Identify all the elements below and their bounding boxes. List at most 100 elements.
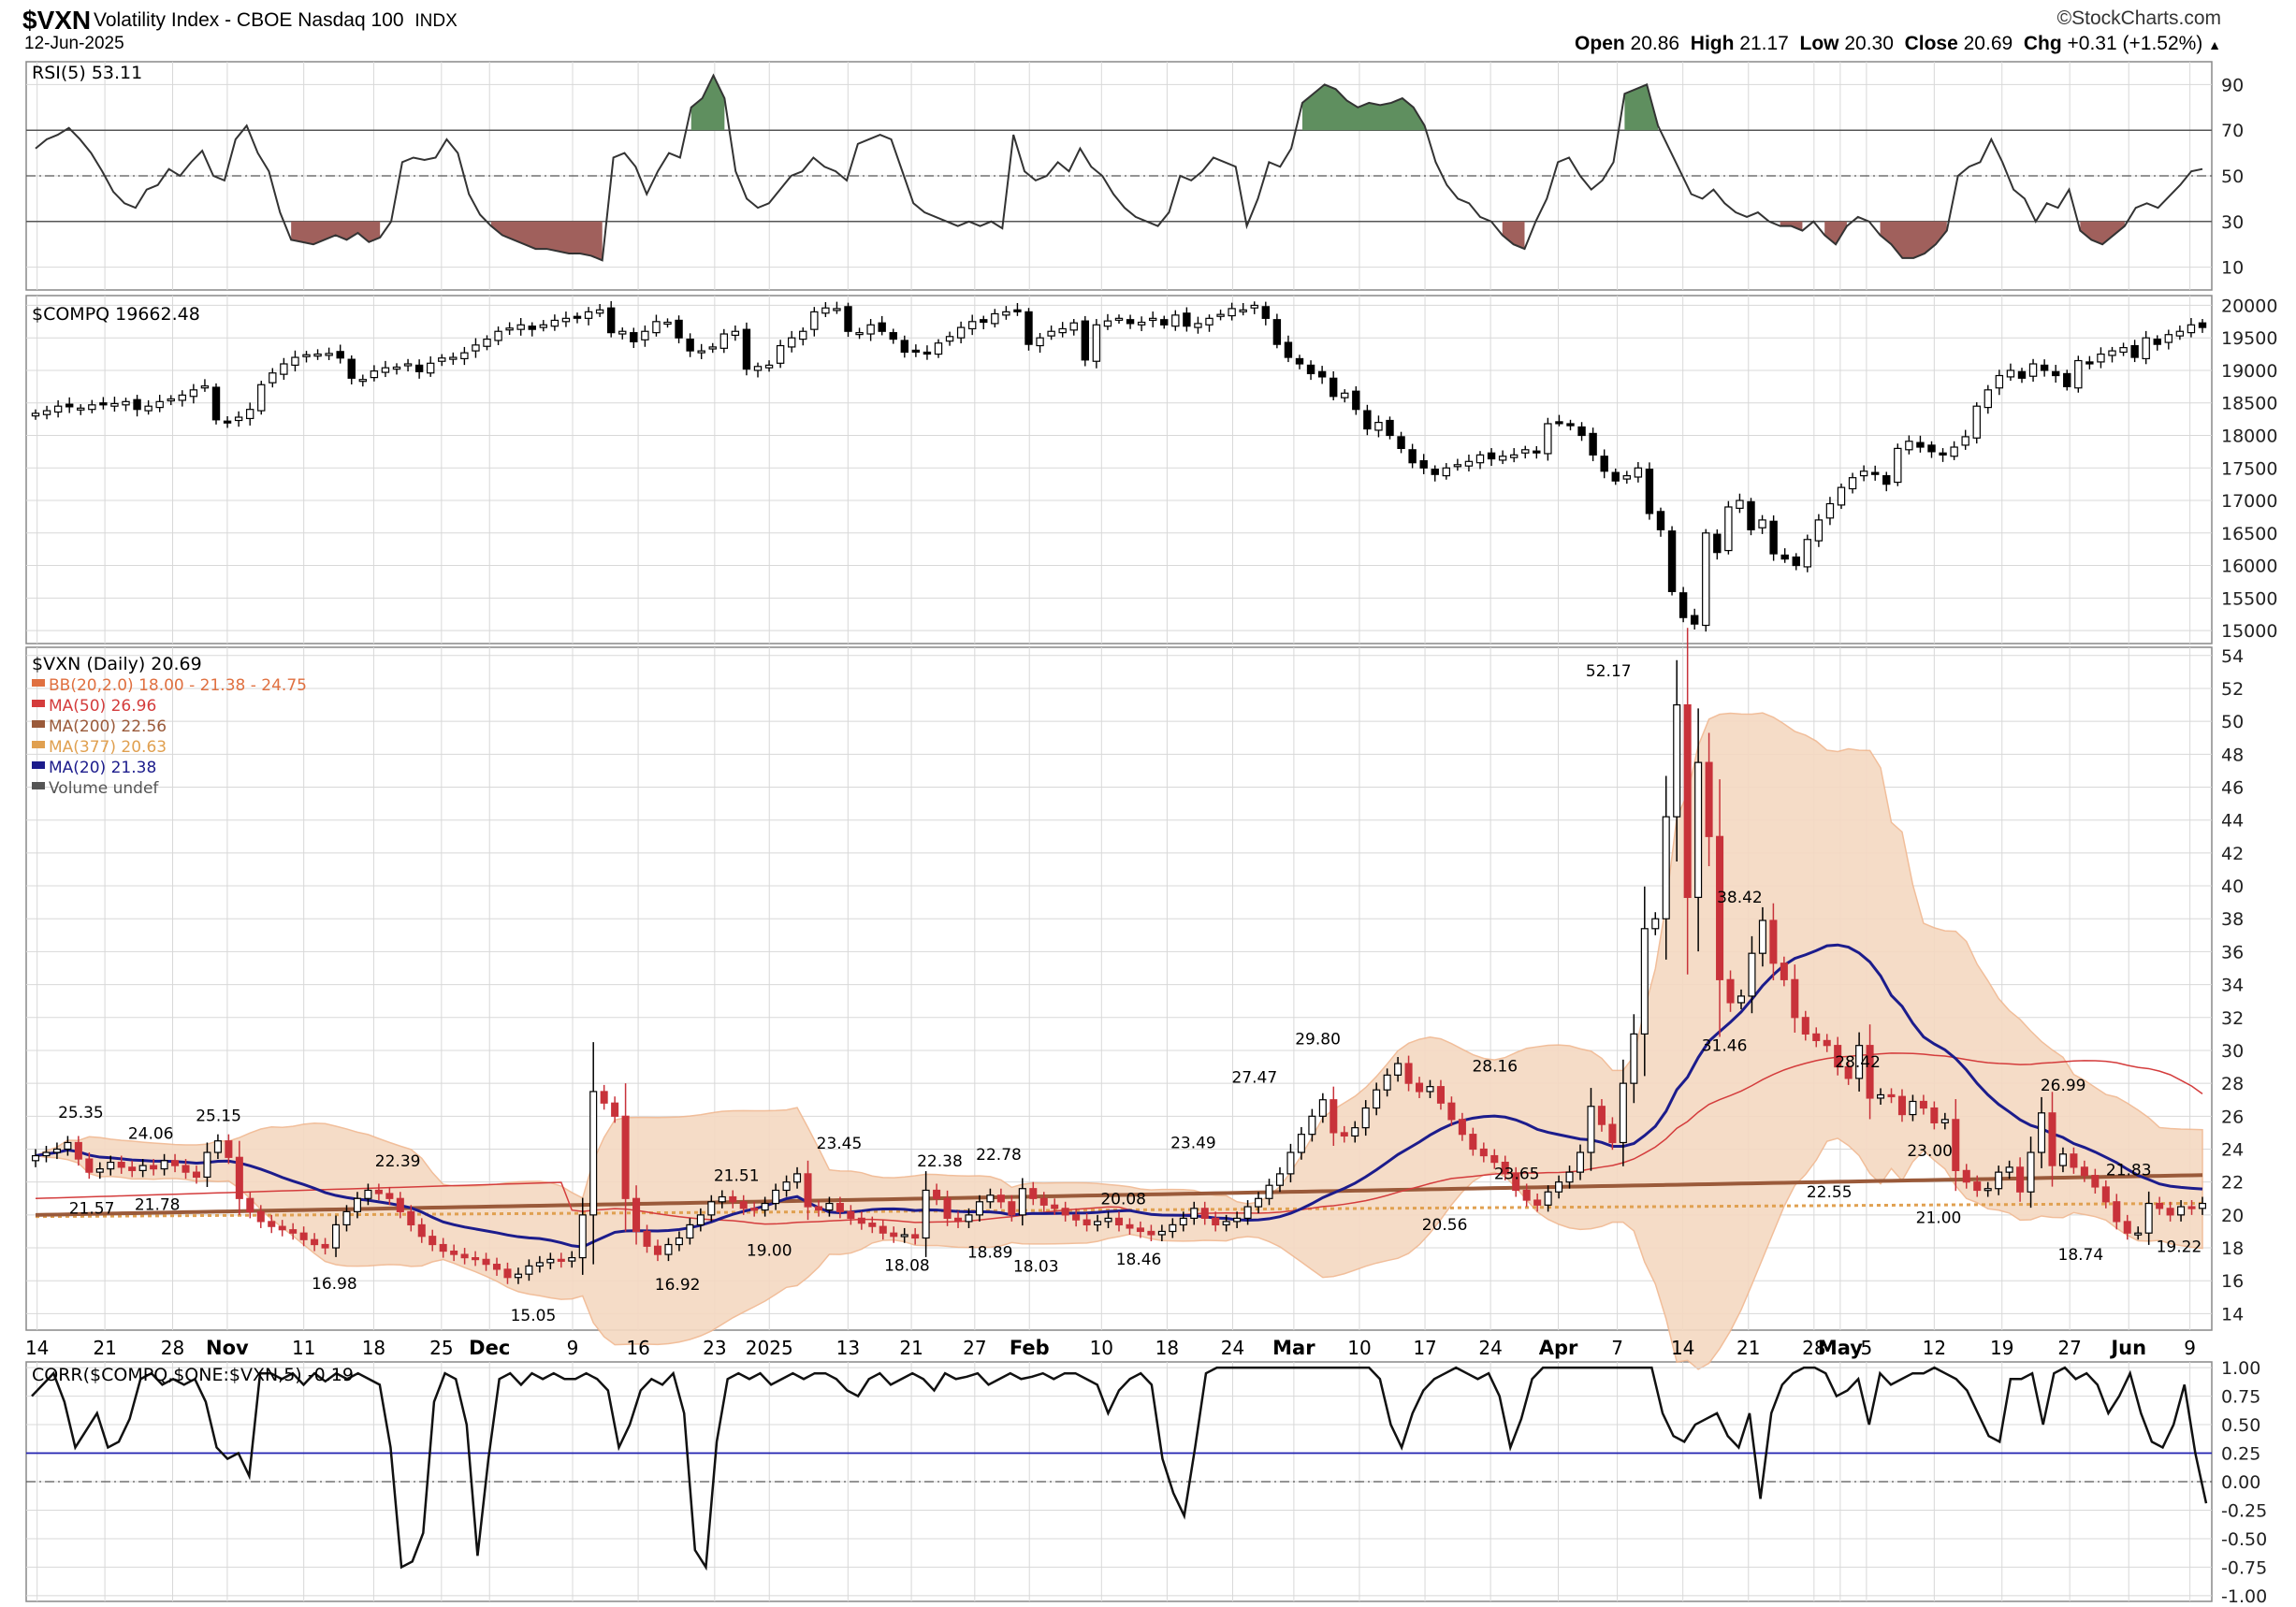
vxn-candle <box>965 1214 973 1223</box>
vxn-candle <box>1318 1099 1327 1117</box>
vxn-y-tick-label: 34 <box>2221 976 2244 996</box>
vxn-candle <box>1361 1107 1370 1129</box>
vxn-candle <box>1490 1154 1499 1164</box>
compq-candle <box>1069 322 1078 331</box>
compq-candle <box>606 307 616 334</box>
symbol-description: Volatility Index - CBOE Nasdaq 100 INDX <box>94 9 458 32</box>
x-axis-tick-label: 10 <box>1090 1337 1113 1359</box>
compq-y-tick-label: 17000 <box>2221 491 2277 512</box>
compq-y-tick-label: 19000 <box>2221 361 2277 382</box>
vxn-candle <box>1769 919 1778 964</box>
ma377-line <box>35 1201 2203 1219</box>
compq-candle <box>2028 363 2038 377</box>
x-axis-tick-label: 14 <box>25 1337 49 1359</box>
description-text: Volatility Index - CBOE Nasdaq 100 <box>94 9 404 31</box>
compq-candle <box>1194 323 1202 328</box>
x-axis-tick-label: 14 <box>1671 1337 1694 1359</box>
vxn-candle <box>160 1160 168 1170</box>
compq-candle <box>1092 324 1101 362</box>
vxn-candle <box>460 1253 469 1259</box>
compq-candle <box>2108 350 2116 356</box>
vxn-candle <box>417 1223 426 1238</box>
compq-candle <box>2164 334 2173 343</box>
compq-candle <box>1442 467 1451 477</box>
rsi-y-tick-label: 10 <box>2221 258 2244 279</box>
compq-candle <box>561 317 571 323</box>
vxn-candle <box>1662 816 1670 919</box>
compq-candle <box>1769 520 1778 555</box>
compq-candle <box>1622 475 1632 480</box>
x-axis-tick-label: Jun <box>2109 1337 2146 1359</box>
vxn-legend-swatch <box>32 700 45 707</box>
x-axis-tick-label: 27 <box>2057 1337 2081 1359</box>
compq-y-tick-label: 20000 <box>2221 296 2277 316</box>
vxn-candle <box>1823 1039 1831 1047</box>
vxn-candle <box>975 1201 983 1216</box>
vxn-y-tick-label: 54 <box>2221 646 2244 667</box>
compq-candle <box>573 315 582 319</box>
compq-candle <box>776 344 785 364</box>
compq-candle <box>1724 506 1733 552</box>
open-label: Open <box>1575 33 1625 54</box>
compq-candle <box>753 366 763 371</box>
vxn-candle <box>1801 1017 1809 1035</box>
compq-candle <box>799 330 807 340</box>
vxn-candle <box>1297 1134 1305 1153</box>
vxn-candle <box>1394 1063 1402 1076</box>
vxn-y-tick-label: 38 <box>2221 909 2244 930</box>
vxn-candle <box>256 1210 265 1223</box>
vxn-candle <box>1576 1151 1585 1173</box>
vxn-candle <box>2048 1112 2056 1166</box>
compq-candle <box>414 364 424 372</box>
vxn-data-label: 23.45 <box>817 1135 863 1153</box>
compq-candle <box>1972 405 1981 439</box>
compq-candle <box>1544 423 1552 455</box>
compq-candle <box>1894 447 1902 484</box>
vxn-candle <box>1587 1106 1595 1153</box>
vxn-data-label: 22.39 <box>375 1152 421 1171</box>
vxn-candle <box>385 1193 394 1199</box>
vxn-candle <box>1597 1106 1606 1125</box>
x-axis-tick-label: 2025 <box>746 1337 793 1359</box>
vxn-candle <box>1179 1217 1187 1226</box>
compq-candle <box>1995 374 2004 389</box>
compq-candle <box>1939 452 1947 456</box>
compq-candle <box>708 346 717 350</box>
x-axis-tick-label: 28 <box>161 1337 184 1359</box>
compq-candle <box>528 326 536 330</box>
x-axis-tick-label: May <box>1818 1337 1863 1359</box>
compq-candle <box>1036 337 1044 347</box>
compq-candle <box>945 336 954 342</box>
vxn-candle <box>2091 1175 2100 1188</box>
vxn-data-label: 15.05 <box>511 1307 557 1325</box>
compq-candle <box>787 337 796 348</box>
vxn-candle <box>2027 1151 2035 1193</box>
compq-candle <box>99 402 108 406</box>
vxn-candle <box>107 1161 115 1170</box>
vxn-candle <box>429 1236 437 1246</box>
compq-candle <box>1419 460 1428 469</box>
x-axis-tick-label: 13 <box>836 1337 860 1359</box>
vxn-candle <box>825 1202 834 1211</box>
symbol-ticker: $VXN <box>22 6 92 35</box>
compq-y-tick-label: 18000 <box>2221 426 2277 446</box>
compq-candle <box>1905 441 1913 451</box>
compq-candle <box>1859 471 1868 477</box>
compq-candle <box>911 349 921 354</box>
vxn-candle <box>718 1195 726 1203</box>
vxn-candle <box>1157 1230 1166 1236</box>
compq-candle <box>2097 353 2105 363</box>
compq-candle <box>1171 314 1180 327</box>
vxn-candle <box>1436 1086 1445 1104</box>
vxn-legend-label: MA(200) 22.56 <box>49 717 167 736</box>
vxn-y-tick-label: 14 <box>2221 1304 2244 1325</box>
vxn-candle <box>332 1223 341 1249</box>
x-axis-tick-label: Mar <box>1272 1337 1315 1359</box>
compq-candle <box>403 363 413 367</box>
vxn-data-label: 18.74 <box>2058 1246 2104 1265</box>
compq-candle <box>923 351 932 355</box>
compq-candle <box>1678 592 1688 618</box>
compq-candle <box>167 398 175 402</box>
vxn-candle <box>1512 1173 1520 1192</box>
vxn-y-tick-label: 28 <box>2221 1074 2244 1094</box>
